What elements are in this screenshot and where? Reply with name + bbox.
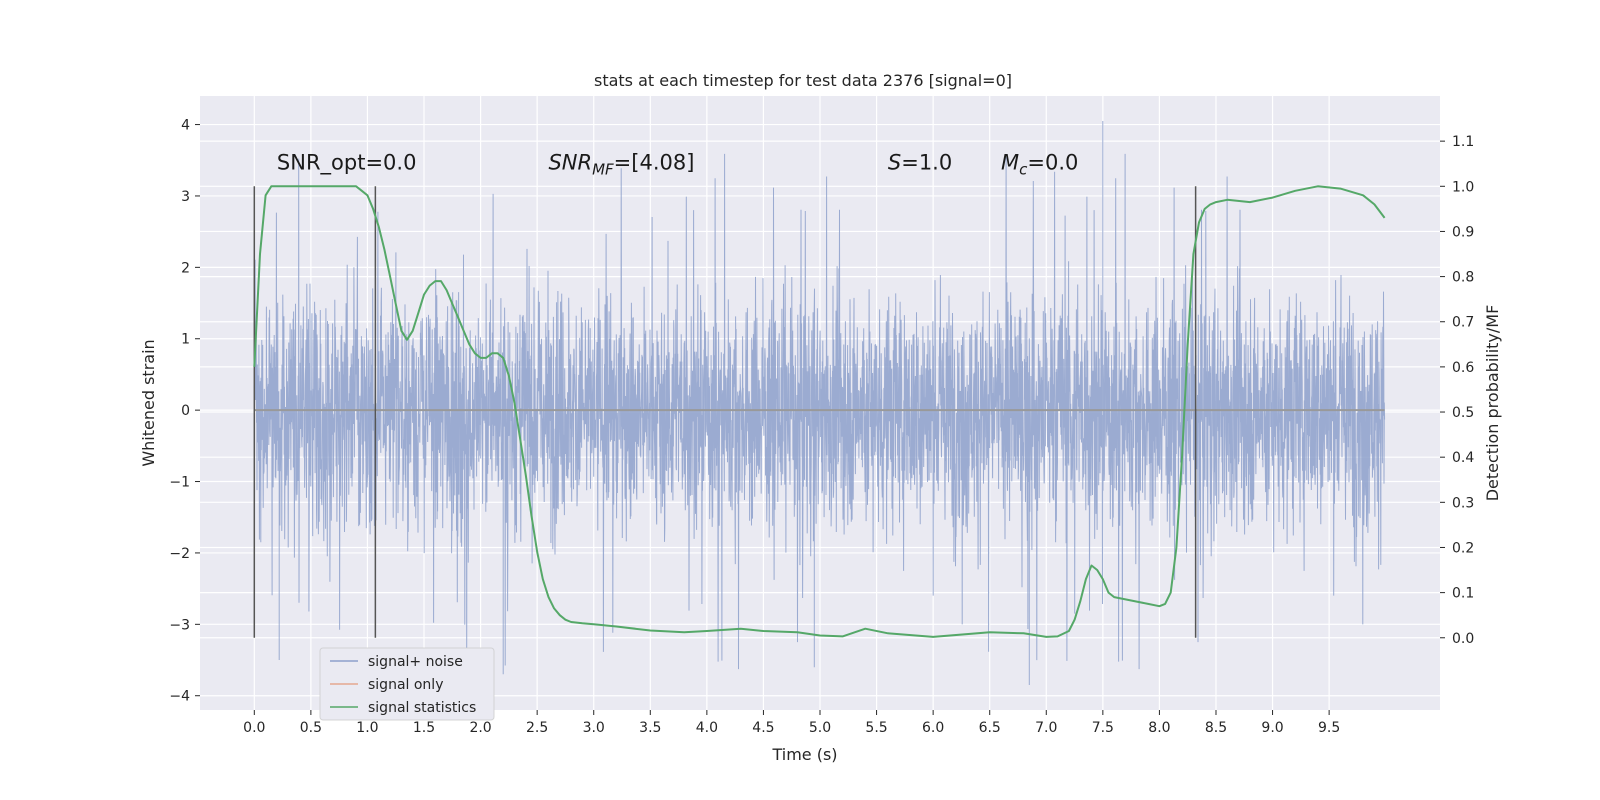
x-tick-label-16: 8.0 <box>1148 720 1170 736</box>
y2-axis-label: Detection probability/MF <box>1483 305 1502 502</box>
x-tick-label-5: 2.5 <box>526 720 548 736</box>
y2-tick-label-9: 0.9 <box>1452 224 1474 240</box>
y2-tick-label-4: 0.4 <box>1452 450 1474 466</box>
y2-tick-label-11: 1.1 <box>1452 134 1474 150</box>
x-tick-label-6: 3.0 <box>583 720 605 736</box>
x-tick-label-7: 3.5 <box>639 720 661 736</box>
legend-label-signal: signal only <box>368 677 443 693</box>
signal-statistics-series <box>253 185 1386 638</box>
chart-title: stats at each timestep for test data 237… <box>594 71 1012 90</box>
y-tick-label-0: −4 <box>169 689 190 705</box>
y2-tick-label-6: 0.6 <box>1452 360 1474 376</box>
x-tick-label-11: 5.5 <box>865 720 887 736</box>
y2-tick-label-8: 0.8 <box>1452 270 1474 286</box>
y-tick-label-2: −2 <box>169 546 190 562</box>
legend-label-noise: signal+ noise <box>368 654 463 670</box>
y2-tick-label-0: 0.0 <box>1452 631 1474 647</box>
x-axis-label: Time (s) <box>771 745 837 764</box>
y-axis-left: −4 −3 −2 −1 0 1 2 3 4 <box>169 118 200 705</box>
y-tick-label-6: 2 <box>181 260 190 276</box>
signal-noise-series <box>253 121 1386 685</box>
annotation-0: SNR_opt=0.0 <box>277 151 417 176</box>
x-tick-label-15: 7.5 <box>1092 720 1114 736</box>
y2-tick-label-7: 0.7 <box>1452 315 1474 331</box>
stats-line <box>253 185 1386 638</box>
y2-tick-label-5: 0.5 <box>1452 405 1474 421</box>
y2-tick-label-1: 0.1 <box>1452 586 1474 602</box>
y2-tick-label-3: 0.3 <box>1452 495 1474 511</box>
x-tick-label-10: 5.0 <box>809 720 831 736</box>
legend-box <box>319 647 495 721</box>
annotations: SNR_opt=0.0 SNRMF=[4.08] S=1.0 Mc=0.0 <box>277 151 1078 179</box>
x-tick-label-18: 9.0 <box>1261 720 1283 736</box>
legend: signal+ noise signal only signal statist… <box>319 647 495 721</box>
x-tick-label-13: 6.5 <box>979 720 1001 736</box>
y-tick-label-1: −3 <box>169 617 190 633</box>
x-tick-label-4: 2.0 <box>469 720 491 736</box>
x-tick-label-0: 0.0 <box>243 720 265 736</box>
x-tick-label-9: 4.5 <box>752 720 774 736</box>
y2-tick-label-2: 0.2 <box>1452 540 1474 556</box>
annotation-2: S=1.0 <box>888 151 952 175</box>
y-axis-right: 0.0 0.1 0.2 0.3 0.4 0.5 0.6 0.7 0.8 0.9 1.0 1.1 <box>1440 134 1474 647</box>
x-tick-label-19: 9.5 <box>1318 720 1340 736</box>
y-tick-label-3: −1 <box>169 475 190 491</box>
x-tick-label-14: 7.0 <box>1035 720 1057 736</box>
y-tick-label-4: 0 <box>181 403 190 419</box>
legend-label-stats: signal statistics <box>368 700 476 716</box>
x-axis: 0.0 0.5 1.0 1.5 2.0 2.5 3.0 3.5 4.0 4.5 5.0 5.5 6.0 6… <box>243 710 1340 736</box>
annotation-1: SNRMF=[4.08] <box>548 151 694 179</box>
y-tick-label-8: 4 <box>181 118 190 134</box>
x-tick-label-3: 1.5 <box>413 720 435 736</box>
x-tick-label-12: 6.0 <box>922 720 944 736</box>
y-tick-label-7: 3 <box>181 189 190 205</box>
x-tick-label-1: 0.5 <box>300 720 322 736</box>
vertical-markers <box>253 186 1197 638</box>
y2-tick-label-10: 1.0 <box>1452 179 1474 195</box>
x-tick-label-2: 1.0 <box>356 720 378 736</box>
x-tick-label-17: 8.5 <box>1205 720 1227 736</box>
annotation-3: Mc=0.0 <box>1001 151 1078 179</box>
x-tick-label-8: 4.0 <box>696 720 718 736</box>
y-tick-label-5: 1 <box>181 332 190 348</box>
y-axis-label: Whitened strain <box>139 339 158 466</box>
noise-trace <box>253 121 1386 685</box>
